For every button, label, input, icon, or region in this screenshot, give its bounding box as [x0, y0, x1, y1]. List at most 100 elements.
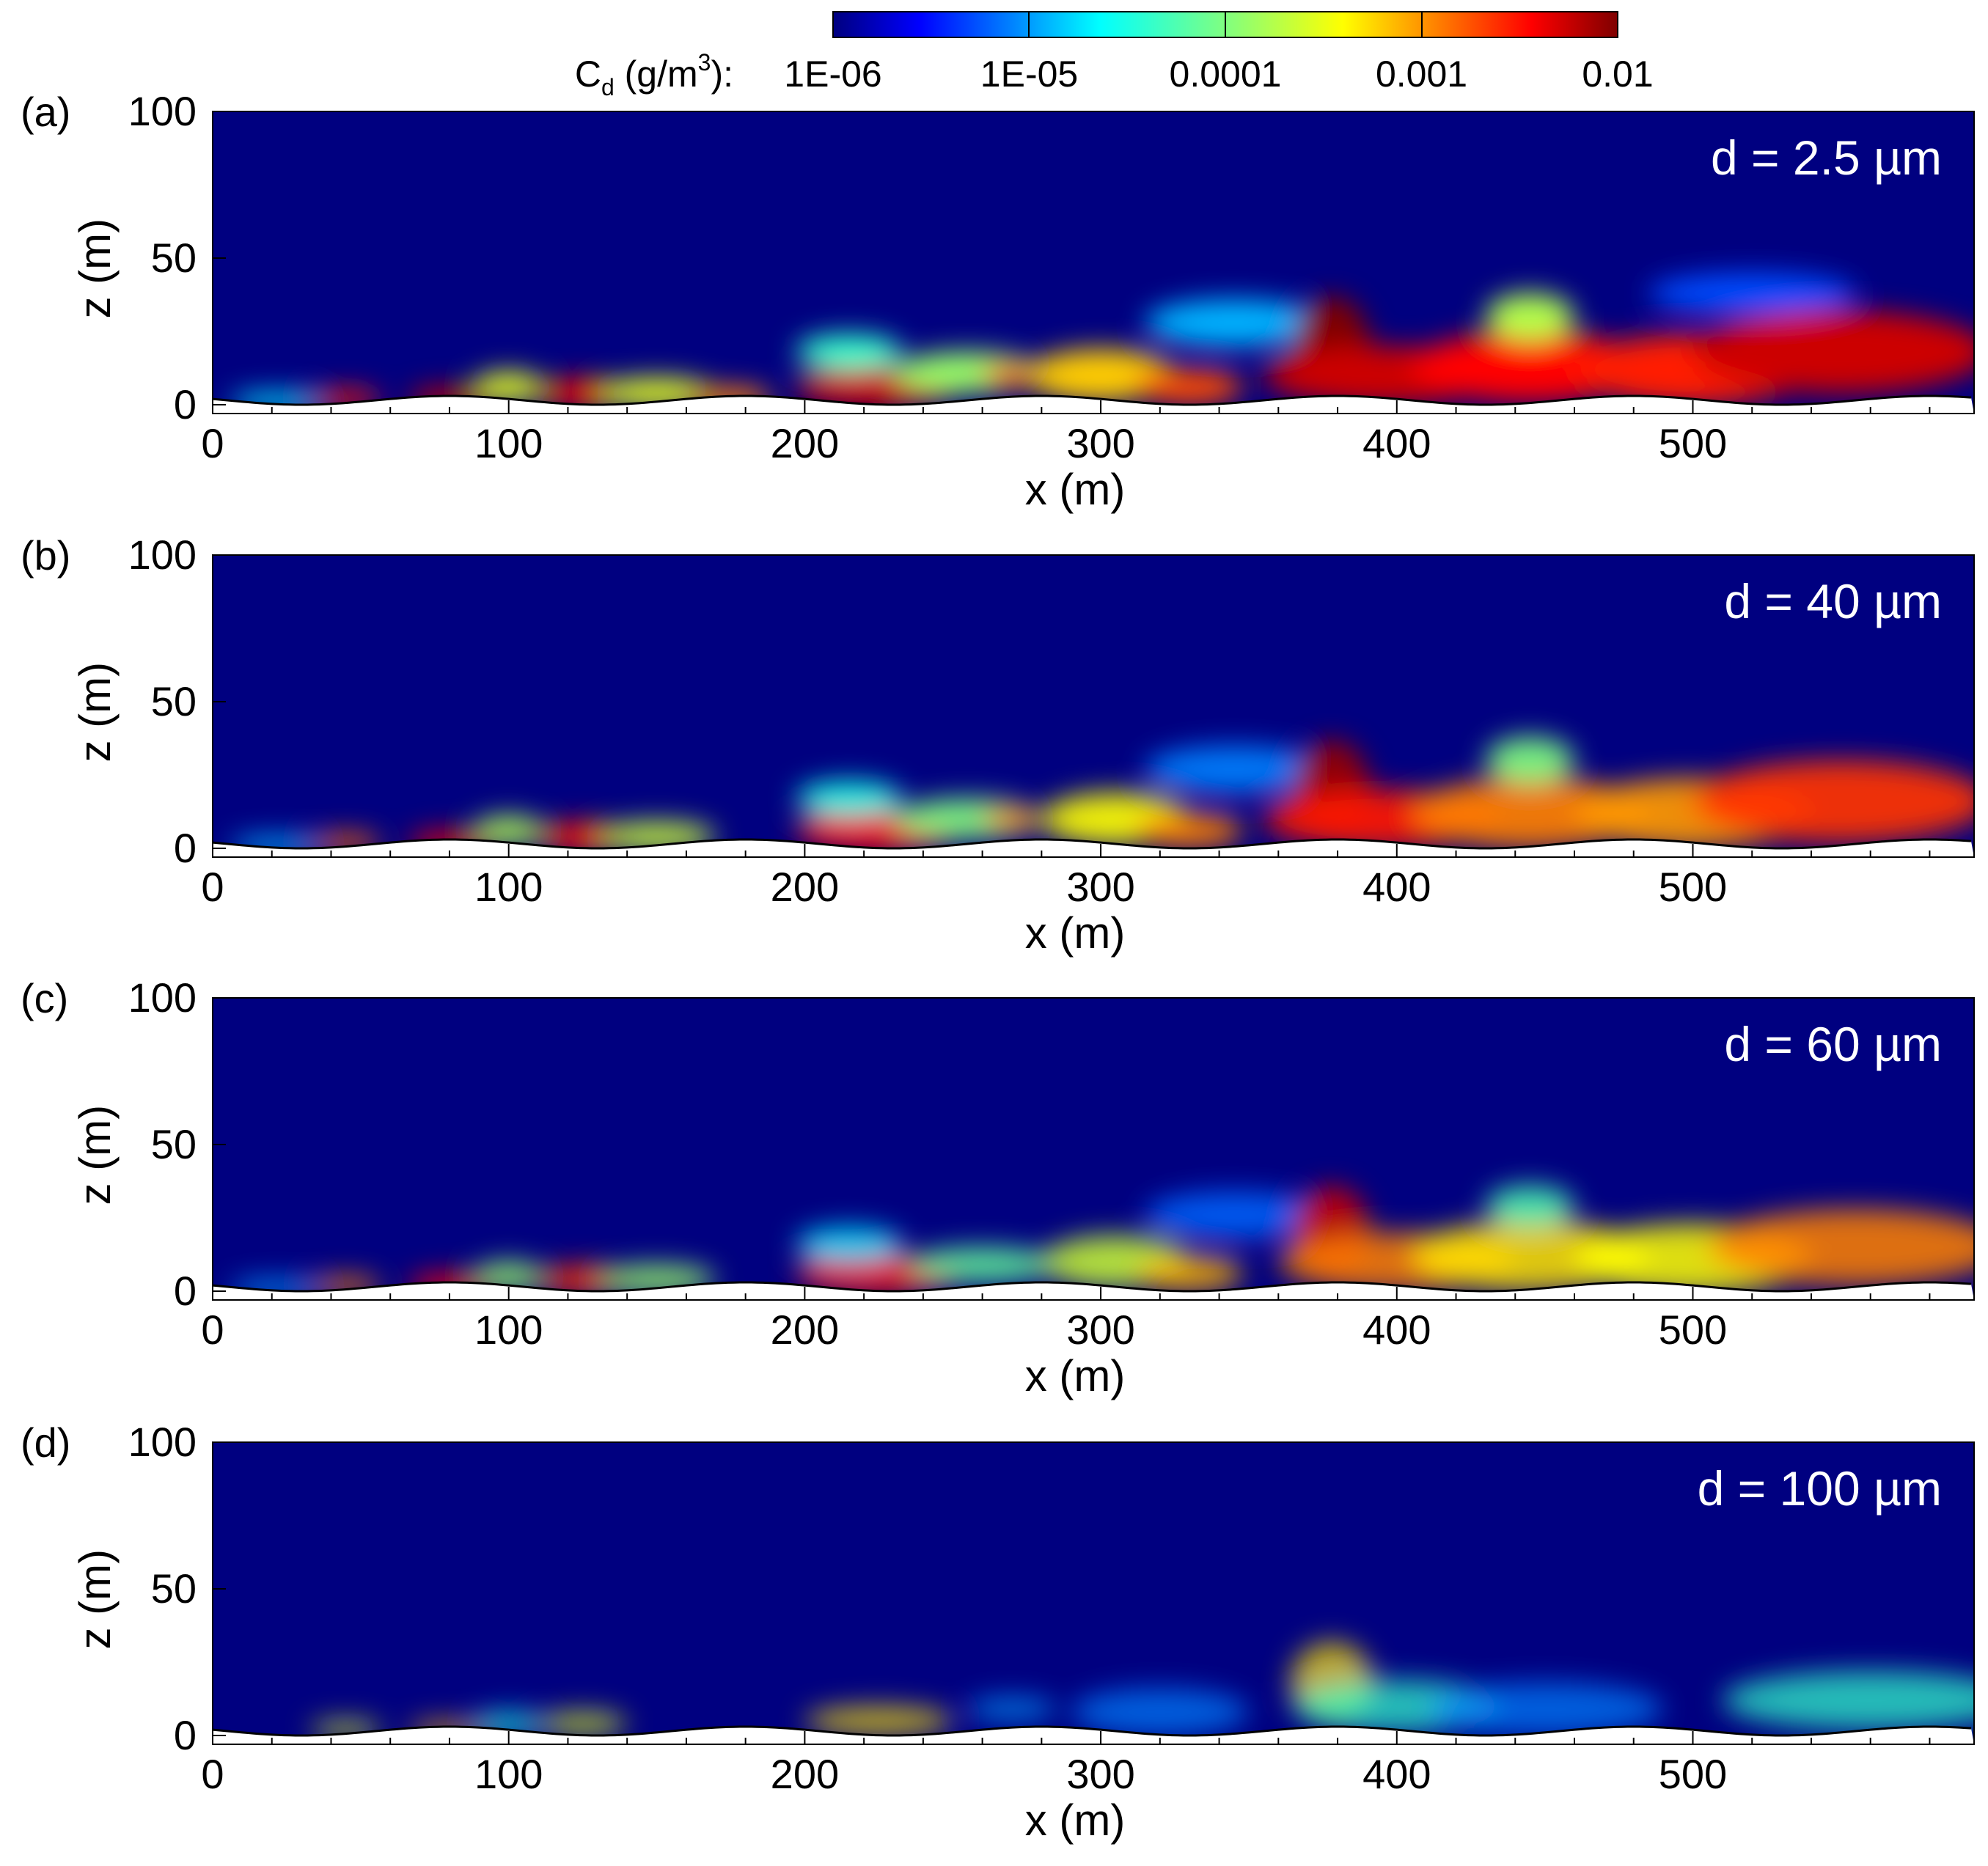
- plume: [1136, 813, 1243, 848]
- colorbar-tick-label: 1E-05: [980, 54, 1078, 95]
- particle-size-annotation: d = 2.5 µm: [1711, 131, 1942, 185]
- x-tick-label: 500: [1659, 864, 1727, 910]
- plot-background: [213, 1442, 1974, 1744]
- x-tick-label: 0: [201, 1751, 224, 1797]
- plume: [538, 1712, 628, 1735]
- terrain-line: [213, 394, 1972, 406]
- particle-size-annotation: d = 60 µm: [1724, 1017, 1942, 1071]
- colorbar-label-main: C: [575, 54, 601, 95]
- plume: [1145, 1191, 1323, 1238]
- plume: [1485, 737, 1575, 784]
- plume: [1145, 299, 1323, 346]
- plume: [908, 1247, 1057, 1282]
- terrain-line: [213, 1725, 1972, 1737]
- x-axis-label: x (m): [1025, 465, 1126, 514]
- plume: [1692, 311, 1974, 393]
- plume: [1136, 370, 1243, 405]
- plume: [1071, 1689, 1249, 1735]
- plume: [1485, 293, 1575, 340]
- contour-field: [230, 737, 1974, 854]
- x-tick-label: 500: [1659, 1751, 1727, 1797]
- x-tick-label: 100: [474, 1751, 543, 1797]
- plume: [473, 372, 545, 402]
- colorbar-tick-label: 0.0001: [1170, 54, 1282, 95]
- plume: [796, 334, 903, 370]
- plot-frame: [212, 1441, 1975, 1745]
- x-tick-label: 100: [474, 864, 543, 910]
- x-tick-label: 500: [1659, 1307, 1727, 1353]
- plume: [1485, 1186, 1575, 1227]
- plume: [796, 1227, 903, 1262]
- x-tick-label: 0: [201, 1307, 224, 1353]
- panel: 0 100 200 300 400 500 0 50 100 x (m) z (m) (c) d = 6…: [21, 974, 1975, 1400]
- colorbar-tick-label: 1E-06: [784, 54, 881, 95]
- terrain-line: [213, 1281, 1972, 1293]
- panel-label: (c): [21, 975, 68, 1021]
- plume: [982, 807, 1042, 831]
- plume: [967, 1697, 1057, 1721]
- plot-frame: [212, 111, 1975, 414]
- x-tick-label: 200: [771, 1751, 839, 1797]
- y-tick-label: 0: [174, 1712, 197, 1758]
- x-tick-label: 200: [771, 1307, 839, 1353]
- panel-label: (d): [21, 1419, 70, 1466]
- y-tick-label: 50: [151, 678, 197, 724]
- x-axis-label: x (m): [1025, 1796, 1126, 1845]
- x-tick-label: 300: [1066, 1751, 1134, 1797]
- x-tick-label: 400: [1362, 1307, 1431, 1353]
- terrain-fill: [213, 1727, 1974, 1744]
- y-tick-label: 50: [151, 235, 197, 281]
- x-tick-label: 200: [771, 864, 839, 910]
- colorbar: Cd (g/m3): 1E-06 1E-05 0.0001 0.001 0.01: [575, 11, 1654, 100]
- colorbar-tick-label: 0.001: [1376, 54, 1467, 95]
- x-tick-label: 200: [771, 420, 839, 466]
- plume: [538, 1265, 628, 1294]
- y-tick-label: 100: [128, 532, 197, 578]
- colorbar-tick-labels: 1E-06 1E-05 0.0001 0.001 0.01: [784, 54, 1653, 95]
- y-axis-label: z (m): [70, 1105, 120, 1205]
- x-tick-label: 400: [1362, 1751, 1431, 1797]
- y-axis-label: z (m): [70, 218, 120, 319]
- colorbar-label-rest: (g/m: [615, 54, 698, 95]
- y-tick-label: 50: [151, 1565, 197, 1612]
- plume: [1411, 778, 1648, 848]
- particle-size-annotation: d = 40 µm: [1724, 574, 1942, 628]
- terrain-fill: [213, 1282, 1974, 1300]
- plume: [473, 816, 545, 845]
- y-axis-label: z (m): [70, 662, 120, 763]
- plume: [1722, 1671, 1974, 1730]
- plume: [982, 364, 1042, 387]
- y-tick-label: 100: [128, 88, 197, 134]
- colorbar-tick-label: 0.01: [1582, 54, 1653, 95]
- y-tick-label: 0: [174, 381, 197, 427]
- plume: [1648, 273, 1856, 314]
- y-tick-label: 0: [174, 825, 197, 871]
- y-tick-label: 0: [174, 1268, 197, 1314]
- plot-frame: [212, 997, 1975, 1301]
- terrain-fill: [213, 840, 1974, 857]
- colorbar-label: Cd (g/m3):: [575, 49, 733, 100]
- x-tick-label: 400: [1362, 420, 1431, 466]
- panel: 0 100 200 300 400 500 0 50 100 x (m) z (m) (d) d = 1…: [21, 1419, 1975, 1845]
- plume: [796, 781, 903, 816]
- contour-field: [230, 1186, 1974, 1297]
- plot-frame: [212, 554, 1975, 858]
- plume: [538, 378, 628, 408]
- x-tick-label: 0: [201, 864, 224, 910]
- x-tick-label: 300: [1066, 1307, 1134, 1353]
- plume: [1145, 746, 1323, 793]
- plume: [538, 822, 628, 851]
- colorbar-label-sub: d: [601, 74, 615, 100]
- terrain-line: [213, 838, 1972, 850]
- terrain-fill: [213, 396, 1974, 414]
- x-tick-label: 0: [201, 420, 224, 466]
- panel: 0 100 200 300 400 500 0 50 100 x (m) z (m) (a) d = 2…: [21, 88, 1975, 514]
- panel-label: (a): [21, 89, 70, 135]
- x-tick-label: 300: [1066, 420, 1134, 466]
- plume: [1426, 1683, 1664, 1735]
- contour-field: [230, 273, 1974, 411]
- x-tick-label: 300: [1066, 864, 1134, 910]
- particle-size-annotation: d = 100 µm: [1698, 1461, 1942, 1516]
